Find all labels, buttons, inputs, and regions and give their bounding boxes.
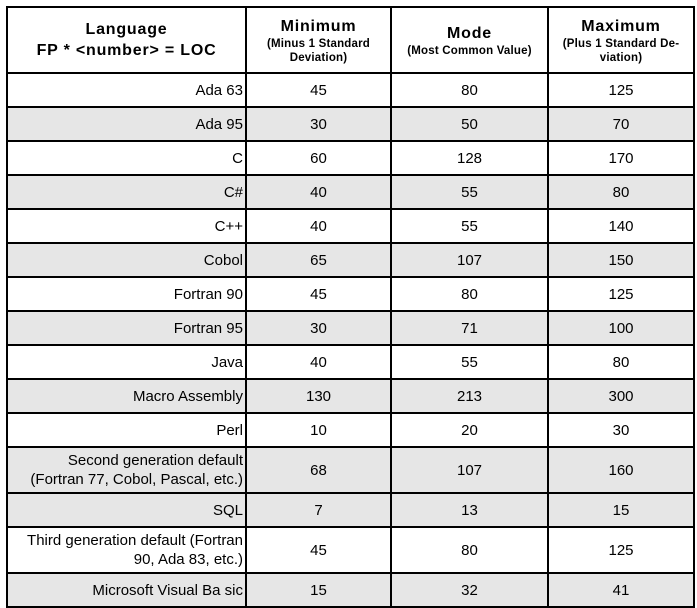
minimum-cell: 30: [245, 310, 392, 346]
maximum-cell: 15: [547, 492, 695, 528]
header-cell-language: Language FP * <number> = LOC: [6, 6, 247, 74]
mode-cell: 80: [390, 526, 549, 574]
header-cell-maximum: Maximum (Plus 1 Standard De-viation): [547, 6, 695, 74]
minimum-cell: 40: [245, 344, 392, 380]
language-cell: Perl: [6, 412, 247, 448]
minimum-cell: 45: [245, 276, 392, 312]
table-header: Language FP * <number> = LOC Minimum (Mi…: [6, 6, 695, 74]
language-cell: C: [6, 140, 247, 176]
minimum-cell: 65: [245, 242, 392, 278]
maximum-cell: 30: [547, 412, 695, 448]
language-column-formula: FP * <number> = LOC: [36, 42, 217, 59]
minimum-cell: 40: [245, 174, 392, 210]
table-row: Perl 10 20 30: [6, 412, 695, 448]
table-row: Ada 95 30 50 70: [6, 106, 695, 142]
table-row: Microsoft Visual Ba sic 15 32 41: [6, 572, 695, 608]
language-cell: Ada 63: [6, 72, 247, 108]
mode-cell: 71: [390, 310, 549, 346]
minimum-column-title: Minimum: [280, 17, 357, 35]
table-row: C# 40 55 80: [6, 174, 695, 210]
header-row: Language FP * <number> = LOC Minimum (Mi…: [6, 6, 695, 74]
minimum-cell: 40: [245, 208, 392, 244]
mode-cell: 32: [390, 572, 549, 608]
mode-column-title: Mode: [447, 24, 492, 42]
mode-cell: 50: [390, 106, 549, 142]
table-body: Ada 63 45 80 125 Ada 95 30 50 70 C 60 128 170 C# 40 55…: [6, 72, 695, 608]
table-row: Second generation default (Fortran 77, C…: [6, 446, 695, 494]
minimum-column-subtitle: (Minus 1 Standard Deviation): [266, 37, 371, 64]
mode-cell: 55: [390, 344, 549, 380]
mode-cell: 13: [390, 492, 549, 528]
maximum-cell: 80: [547, 344, 695, 380]
mode-cell: 80: [390, 276, 549, 312]
language-cell: Cobol: [6, 242, 247, 278]
mode-column-subtitle: (Most Common Value): [407, 44, 532, 57]
minimum-cell: 68: [245, 446, 392, 494]
mode-cell: 107: [390, 446, 549, 494]
language-cell: C++: [6, 208, 247, 244]
maximum-cell: 70: [547, 106, 695, 142]
maximum-cell: 80: [547, 174, 695, 210]
language-cell: C#: [6, 174, 247, 210]
language-cell: Ada 95: [6, 106, 247, 142]
fp-loc-conversion-table: Language FP * <number> = LOC Minimum (Mi…: [6, 6, 695, 608]
header-cell-minimum: Minimum (Minus 1 Standard Deviation): [245, 6, 392, 74]
table-row: Macro Assembly 130 213 300: [6, 378, 695, 414]
maximum-cell: 150: [547, 242, 695, 278]
mode-cell: 107: [390, 242, 549, 278]
minimum-cell: 45: [245, 72, 392, 108]
language-cell: Fortran 95: [6, 310, 247, 346]
fp-loc-table-container: Language FP * <number> = LOC Minimum (Mi…: [6, 6, 695, 608]
minimum-cell: 15: [245, 572, 392, 608]
minimum-cell: 7: [245, 492, 392, 528]
maximum-cell: 300: [547, 378, 695, 414]
language-cell: Macro Assembly: [6, 378, 247, 414]
table-row: Java 40 55 80: [6, 344, 695, 380]
maximum-cell: 41: [547, 572, 695, 608]
minimum-cell: 45: [245, 526, 392, 574]
minimum-cell: 60: [245, 140, 392, 176]
maximum-cell: 170: [547, 140, 695, 176]
maximum-cell: 140: [547, 208, 695, 244]
mode-cell: 213: [390, 378, 549, 414]
maximum-cell: 125: [547, 72, 695, 108]
language-cell: Java: [6, 344, 247, 380]
table-row: Cobol 65 107 150: [6, 242, 695, 278]
table-row: SQL 7 13 15: [6, 492, 695, 528]
maximum-cell: 125: [547, 276, 695, 312]
language-cell: Fortran 90: [6, 276, 247, 312]
language-cell: Microsoft Visual Ba sic: [6, 572, 247, 608]
maximum-column-title: Maximum: [581, 17, 661, 35]
table-row: Fortran 95 30 71 100: [6, 310, 695, 346]
maximum-cell: 125: [547, 526, 695, 574]
language-column-title: Language: [85, 21, 168, 38]
mode-cell: 55: [390, 208, 549, 244]
maximum-cell: 100: [547, 310, 695, 346]
table-row: Fortran 90 45 80 125: [6, 276, 695, 312]
mode-cell: 20: [390, 412, 549, 448]
minimum-cell: 30: [245, 106, 392, 142]
mode-cell: 128: [390, 140, 549, 176]
language-cell: SQL: [6, 492, 247, 528]
table-row: Third generation default (Fortran 90, Ad…: [6, 526, 695, 574]
minimum-cell: 130: [245, 378, 392, 414]
minimum-cell: 10: [245, 412, 392, 448]
maximum-column-subtitle: (Plus 1 Standard De-viation): [562, 37, 680, 64]
header-cell-mode: Mode (Most Common Value): [390, 6, 549, 74]
maximum-cell: 160: [547, 446, 695, 494]
language-cell: Second generation default (Fortran 77, C…: [6, 446, 247, 494]
table-row: C++ 40 55 140: [6, 208, 695, 244]
mode-cell: 80: [390, 72, 549, 108]
table-row: Ada 63 45 80 125: [6, 72, 695, 108]
mode-cell: 55: [390, 174, 549, 210]
table-row: C 60 128 170: [6, 140, 695, 176]
language-cell: Third generation default (Fortran 90, Ad…: [6, 526, 247, 574]
